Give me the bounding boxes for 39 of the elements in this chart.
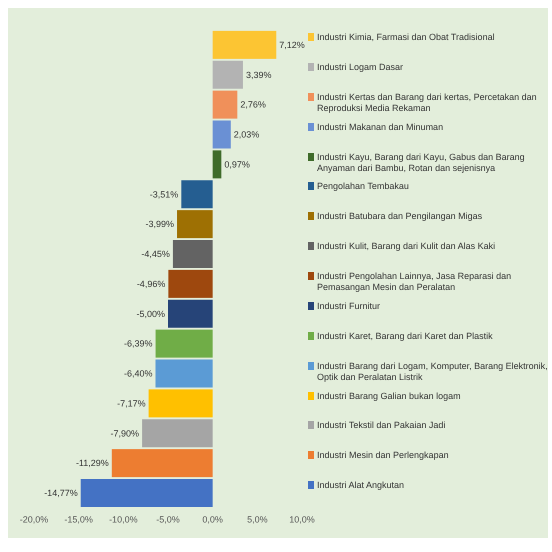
legend-label: Industri Barang Galian bukan logam [317,390,461,402]
legend-label: Industri Makanan dan Minuman [317,122,444,133]
x-tick-label: -15,0% [64,514,93,524]
data-label: 0,97% [224,159,250,170]
data-label: 2,03% [234,130,260,140]
legend-label: Industri Alat Angkutan [317,480,404,492]
data-label: -3,51% [150,189,178,200]
legend-label: Industri Mesin dan Perlengkapan [317,450,449,462]
legend-label: Industri Logam Dasar [317,62,404,73]
x-tick-label: 0,0% [202,514,223,524]
x-tick-label: -10,0% [109,514,138,524]
x-tick-label: -5,0% [156,514,180,524]
legend-label: Industri Tekstil dan Pakaian Jadi [317,420,446,432]
legend-label: Industri Karet, Barang dari Karet dan Plastik [317,330,493,342]
data-label: 7,12% [279,40,305,50]
legend-label: Industri Kertas dan Barang dari kertas, Percetakan dan Reproduksi Media Rekaman [317,92,538,114]
legend-label: Pengolahan Tembakau [317,181,409,192]
data-label: 3,39% [246,70,272,80]
data-label: -14,77% [44,488,78,498]
x-tick-label: 10,0% [289,514,315,524]
data-label: -7,90% [110,428,140,438]
x-tick-label: -20,0% [20,514,48,524]
data-label: -5,00% [136,308,165,319]
legend-label: Industri Kayu, Barang dari Kayu, Gabus dan Barang Anyaman dari Bambu, Rotan dan sejenisnya [317,152,526,174]
data-label: -7,17% [117,398,146,408]
data-label: -6,39% [124,338,153,349]
legend-label: Industri Batubara dan Pengilangan Migas [317,211,482,222]
legend-label: Industri Furnitur [317,300,380,312]
legend-label: Industri Kulit, Barang dari Kulit dan Alas Kaki [317,241,496,252]
legend-label: Industri Barang dari Logam, Komputer, Barang Elektronik, Optik dan Peralatan Listrik [317,360,548,383]
data-label: 2,76% [240,100,266,110]
data-label: -4,45% [141,249,170,260]
data-label: -3,99% [145,219,174,230]
legend-label: Industri Pengolahan Lainnya, Jasa Reparasi dan Pemasangan Mesin dan Peralatan [317,271,512,293]
data-label: -4,96% [136,278,166,289]
data-label: -6,40% [124,368,152,379]
data-label: -11,29% [76,458,109,468]
x-tick-label: 5,0% [247,514,268,524]
legend-label: Industri Kimia, Farmasi dan Obat Tradisional [317,32,495,43]
